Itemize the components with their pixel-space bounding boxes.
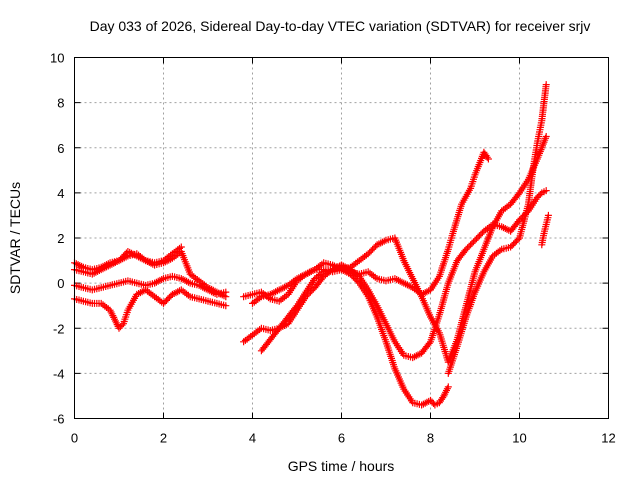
series-4-points xyxy=(71,286,230,332)
chart-title: Day 033 of 2026, Sidereal Day-to-day VTE… xyxy=(90,18,591,34)
series-7-points xyxy=(257,187,550,362)
y-tick-label: 2 xyxy=(57,231,64,246)
x-tick-label: 10 xyxy=(512,431,526,446)
y-axis-label: SDTVAR / TECUs xyxy=(7,182,23,294)
y-tick-label: 4 xyxy=(57,186,64,201)
series-8-points xyxy=(249,266,452,409)
y-tick-label: 8 xyxy=(57,96,64,111)
y-tick-label: 10 xyxy=(50,51,64,66)
series-9-points xyxy=(444,81,550,377)
x-tick-label: 12 xyxy=(601,431,615,446)
grid xyxy=(74,57,609,419)
y-tick-label: -4 xyxy=(53,366,65,381)
x-tick-label: 6 xyxy=(338,431,345,446)
y-tick-label: -6 xyxy=(53,412,65,427)
series-6-points xyxy=(240,148,492,346)
x-axis-label: GPS time / hours xyxy=(288,458,395,474)
axis-ticks: 0 2 4 6 8 10 12 -6 -4 -2 0 2 4 6 8 10 xyxy=(50,51,616,446)
x-tick-label: 2 xyxy=(160,431,167,446)
series-10-points xyxy=(538,211,552,249)
y-tick-label: -2 xyxy=(53,321,65,336)
x-tick-label: 4 xyxy=(249,431,256,446)
x-tick-label: 8 xyxy=(427,431,434,446)
x-tick-label: 0 xyxy=(71,431,78,446)
y-tick-label: 0 xyxy=(57,276,64,291)
y-tick-label: 6 xyxy=(57,141,64,156)
series-layer xyxy=(71,81,552,409)
plot-frame xyxy=(74,57,609,419)
